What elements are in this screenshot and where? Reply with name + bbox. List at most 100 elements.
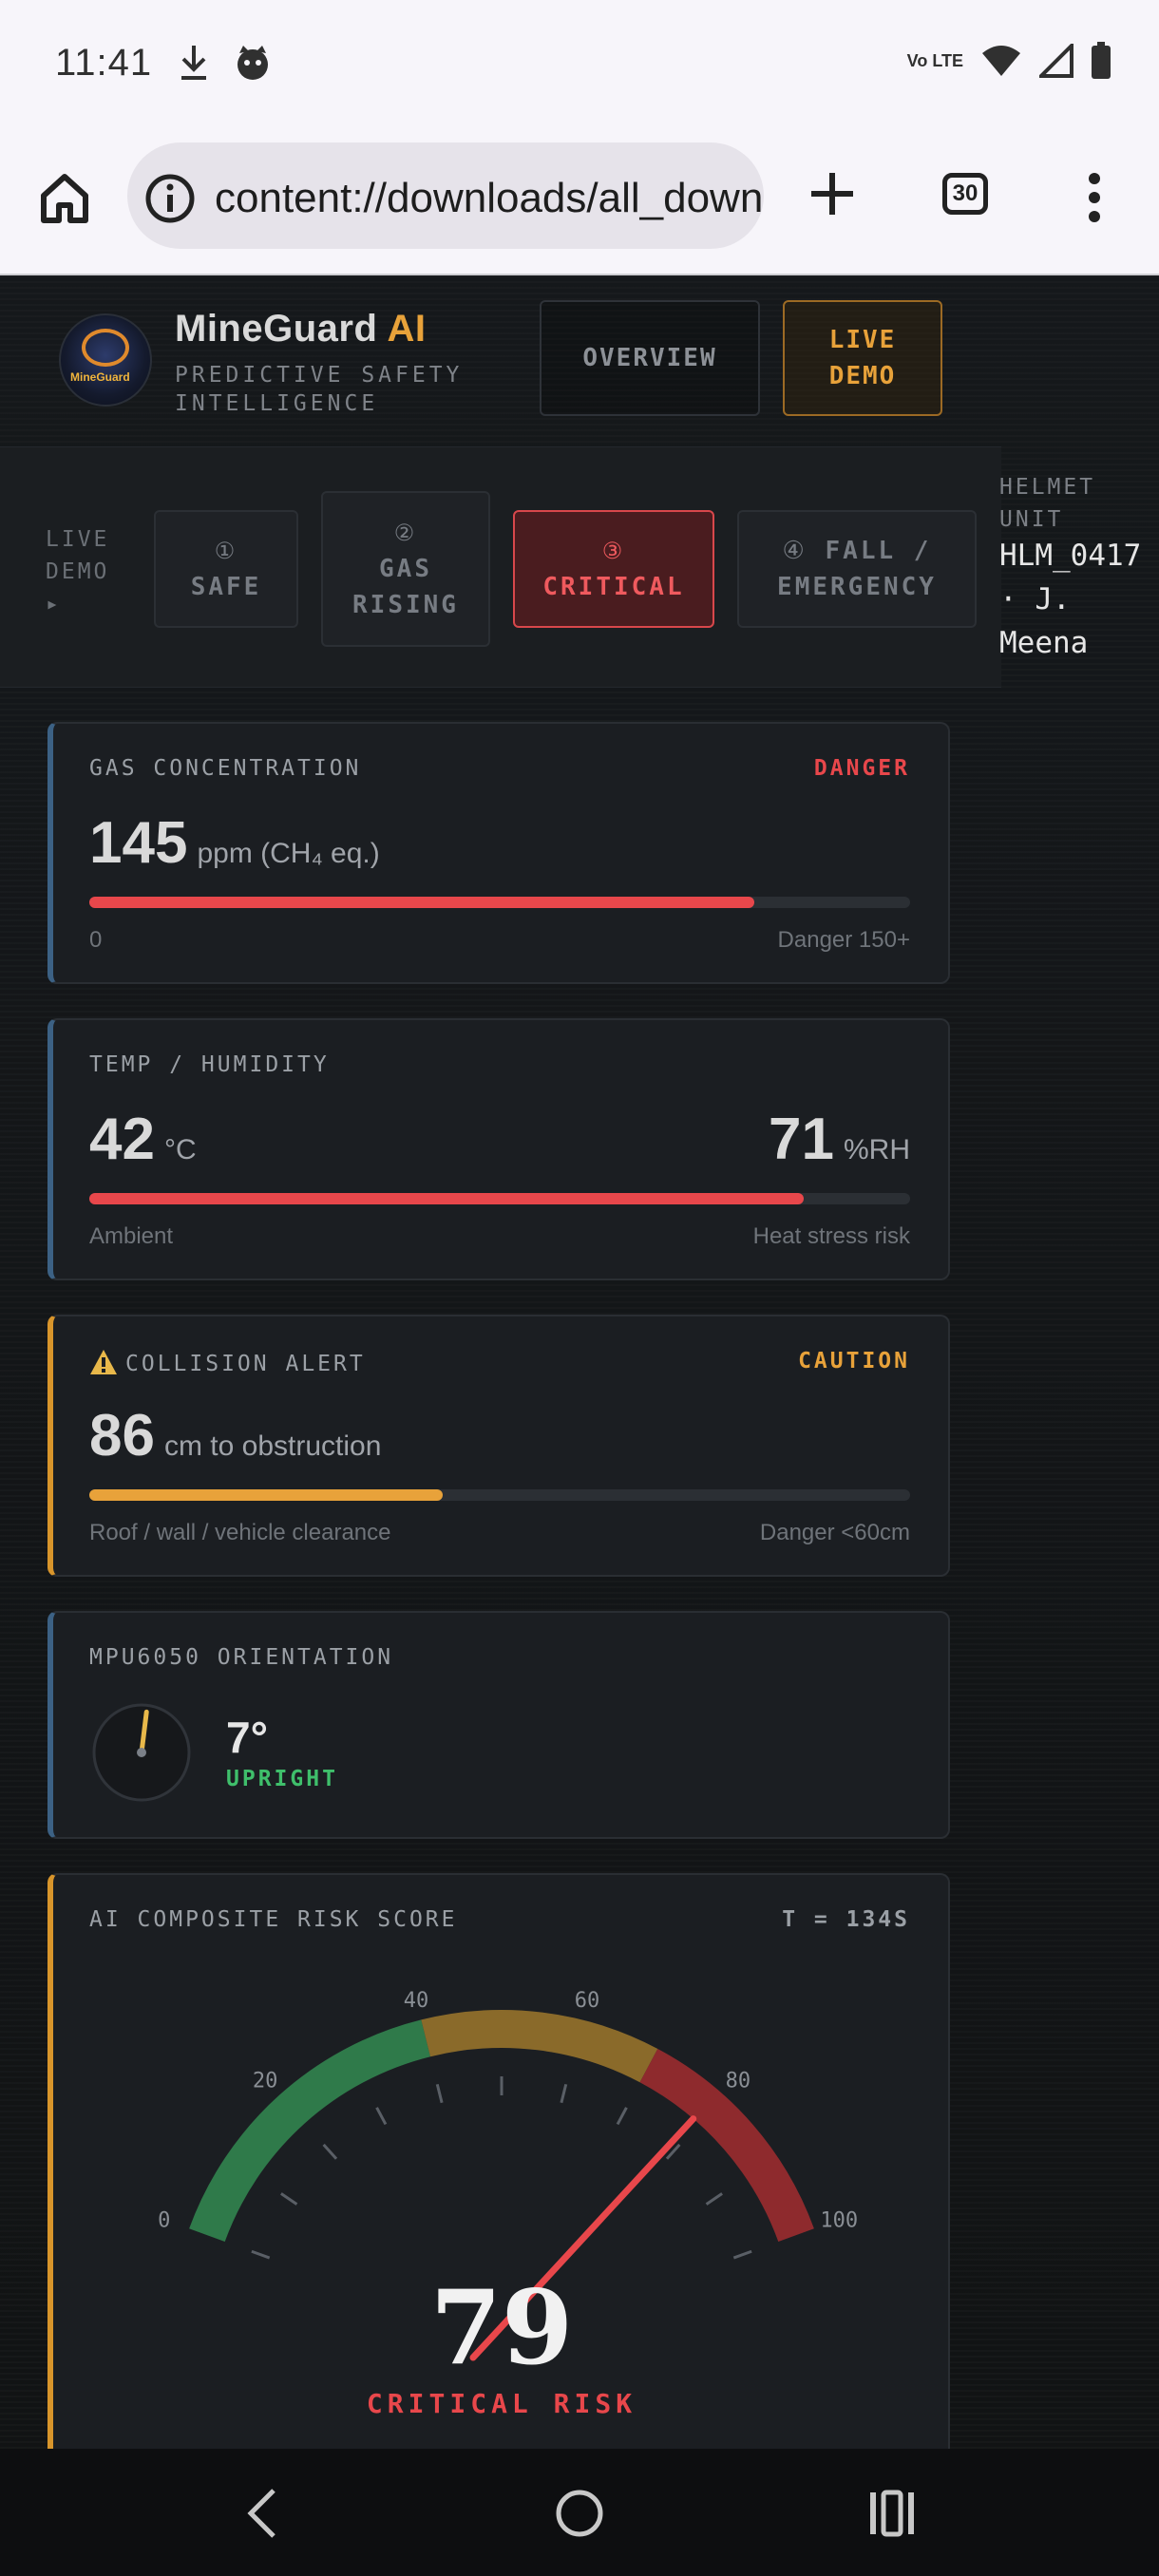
brand-name: MineGuard — [175, 308, 378, 350]
app-notification-icon — [238, 46, 268, 80]
site-info-icon[interactable] — [144, 173, 196, 224]
step-label: GAS RISING — [352, 555, 459, 619]
tilt-value: 7° — [226, 1713, 268, 1762]
gauge-tick — [705, 2192, 723, 2206]
gauge-needle — [469, 2115, 697, 2361]
card-title: COLLISION ALERT — [89, 1349, 366, 1376]
temperature-line: 42 °C — [89, 1106, 197, 1173]
live-demo-label: LIVE DEMO ▸ — [46, 527, 110, 616]
gas-level-fill — [89, 897, 754, 908]
gauge-tick-label: 60 — [575, 1989, 600, 2013]
risk-timestamp: T = 134S — [782, 1907, 910, 1932]
gas-concentration-card: GAS CONCENTRATION DANGER 145 ppm (CH₄ eq.… — [48, 722, 950, 984]
status-time: 11:41 — [55, 42, 153, 84]
gas-danger-threshold: Danger 150+ — [777, 927, 910, 953]
gauge-tick — [375, 2107, 388, 2126]
new-tab-icon[interactable] — [804, 165, 861, 222]
brand-tagline: PREDICTIVE SAFETY INTELLIGENCE — [175, 363, 464, 416]
home-nav-icon[interactable] — [551, 2485, 608, 2542]
status-badge: CAUTION — [798, 1349, 910, 1373]
more-menu-icon[interactable] — [1085, 169, 1104, 226]
step-label: ④ FALL / EMERGENCY — [739, 533, 975, 605]
browser-toolbar: content://downloads/all_downloads 30 — [0, 133, 1159, 275]
gauge-tick-label: 100 — [820, 2209, 858, 2233]
back-icon[interactable] — [243, 2485, 281, 2542]
collision-unit: cm to obstruction — [163, 1430, 382, 1462]
gauge-danger-zone — [639, 2048, 814, 2243]
wifi-icon — [982, 46, 1020, 76]
collision-level-fill — [89, 1489, 443, 1501]
ambient-label: Ambient — [89, 1223, 174, 1249]
download-icon — [181, 46, 206, 80]
demo-scenario-bar: LIVE DEMO ▸ ① SAFE ② GAS RISING ③ CRITIC… — [0, 446, 1001, 688]
step-label: CRITICAL — [542, 573, 685, 601]
risk-score-value: 79 — [429, 2268, 574, 2388]
step-number: ② — [393, 520, 418, 546]
brand-ai-suffix: AI — [377, 308, 427, 350]
card-title: AI COMPOSITE RISK SCORE — [89, 1907, 458, 1932]
gauge-tick — [435, 2083, 444, 2104]
mineguard-page: MineGuard MineGuard AI PREDICTIVE SAFETY… — [0, 275, 1159, 2449]
overview-button[interactable]: OVERVIEW — [540, 300, 760, 416]
gauge-tick — [251, 2249, 271, 2260]
gas-min-label: 0 — [89, 927, 103, 953]
gauge-tick — [280, 2192, 298, 2206]
live-demo-button[interactable]: LIVE DEMO — [783, 300, 942, 416]
logo-helmet-shape — [82, 329, 129, 367]
home-icon[interactable] — [36, 169, 93, 226]
tilt-state: UPRIGHT — [226, 1767, 338, 1791]
scenario-safe-button[interactable]: ① SAFE — [154, 510, 298, 628]
step-label: SAFE — [190, 573, 262, 601]
gauge-tick-label: 20 — [253, 2070, 278, 2093]
card-title: MPU6050 ORIENTATION — [89, 1645, 394, 1670]
logo-text: MineGuard — [70, 370, 130, 384]
scenario-gas-rising-button[interactable]: ② GAS RISING — [321, 491, 490, 647]
orientation-card: MPU6050 ORIENTATION 7° UPRIGHT — [48, 1611, 950, 1839]
scenario-fall-emergency-button[interactable]: ④ FALL / EMERGENCY — [737, 510, 977, 628]
risk-score-card: AI COMPOSITE RISK SCORE T = 134S 0 20 40 60… — [48, 1873, 950, 2449]
gauge-caution-zone — [421, 2010, 658, 2083]
gas-value: 145 — [89, 810, 188, 876]
temp-humidity-card: TEMP / HUMIDITY 42 °C 71 %RH Ambient Heat … — [48, 1018, 950, 1280]
risk-verdict: CRITICAL RISK — [366, 2388, 637, 2419]
gas-value-line: 145 ppm (CH₄ eq.) — [89, 809, 380, 877]
recent-apps-icon[interactable] — [864, 2485, 922, 2542]
risk-gauge: 0 20 40 60 80 100 — [158, 1989, 858, 2361]
url-text[interactable]: content://downloads/all_downloads — [215, 175, 764, 221]
temp-level-bar — [89, 1193, 910, 1204]
temp-level-fill — [89, 1193, 804, 1204]
step-number: ③ — [601, 538, 626, 564]
gauge-tick — [560, 2083, 568, 2104]
warning-icon — [90, 1350, 117, 1374]
signal-icon — [1039, 44, 1074, 78]
mineguard-logo[interactable]: MineGuard — [59, 313, 152, 407]
humidity-value: 71 — [769, 1107, 834, 1172]
gauge-tick — [322, 2143, 338, 2160]
card-title: TEMP / HUMIDITY — [89, 1052, 330, 1077]
status-bar: 11:41 Vo LTE — [0, 0, 1159, 133]
collision-alert-card: COLLISION ALERT CAUTION 86 cm to obstruct… — [48, 1315, 950, 1577]
gauge-safe-zone — [189, 2019, 431, 2243]
temperature-value: 42 — [89, 1107, 155, 1172]
gauge-tick — [665, 2143, 681, 2160]
clearance-label: Roof / wall / vehicle clearance — [89, 1520, 391, 1545]
gas-level-bar — [89, 897, 910, 908]
tilt-needle — [139, 1709, 149, 1755]
gauge-tick-label: 80 — [726, 2070, 751, 2093]
battery-icon — [1092, 42, 1111, 79]
address-bar[interactable]: content://downloads/all_downloads — [127, 142, 764, 249]
humidity-unit: %RH — [843, 1134, 910, 1165]
gauge-tick — [732, 2249, 752, 2260]
brand-title: MineGuard AI — [175, 308, 427, 350]
gauge-tick-label: 40 — [404, 1989, 429, 2013]
scenario-critical-button[interactable]: ③ CRITICAL — [513, 510, 714, 628]
step-number: ① — [214, 538, 238, 564]
collision-level-bar — [89, 1489, 910, 1501]
tab-switcher-button[interactable]: 30 — [942, 173, 988, 215]
volte-indicator: Vo LTE — [906, 51, 963, 70]
system-nav-bar — [0, 2449, 1159, 2576]
heat-stress-label: Heat stress risk — [752, 1223, 910, 1249]
card-title: GAS CONCENTRATION — [89, 756, 362, 781]
helmet-unit-id: HLM_0417 · J. Meena — [999, 539, 1142, 660]
gauge-tick-label: 0 — [158, 2209, 170, 2233]
